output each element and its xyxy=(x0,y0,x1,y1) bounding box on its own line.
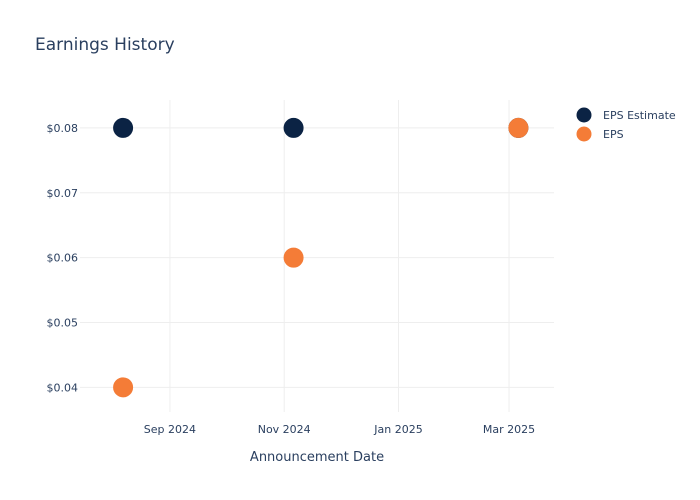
data-point[interactable] xyxy=(113,117,134,138)
x-tick-label: Mar 2025 xyxy=(483,423,535,436)
x-tick-label: Nov 2024 xyxy=(258,423,311,436)
series-1 xyxy=(113,117,529,398)
chart-title: Earnings History xyxy=(35,35,175,55)
legend[interactable]: EPS Estimate EPS xyxy=(576,107,676,142)
y-tick-label: $0.07 xyxy=(47,187,79,200)
legend-label: EPS Estimate xyxy=(603,109,676,122)
grid xyxy=(80,100,554,412)
x-axis-ticks: Sep 2024 Nov 2024 Jan 2025 Mar 2025 xyxy=(144,423,535,436)
data-point[interactable] xyxy=(508,117,529,138)
data-point[interactable] xyxy=(113,377,134,398)
legend-item[interactable]: EPS xyxy=(576,126,624,142)
y-tick-label: $0.04 xyxy=(47,381,79,394)
legend-marker xyxy=(576,107,592,123)
y-axis-ticks: $0.08 $0.07 $0.06 $0.05 $0.04 xyxy=(47,122,79,394)
data-point[interactable] xyxy=(283,247,304,268)
x-tick-label: Jan 2025 xyxy=(373,423,422,436)
legend-label: EPS xyxy=(603,128,624,141)
data-points xyxy=(113,117,529,398)
legend-item[interactable]: EPS Estimate xyxy=(576,107,676,123)
x-tick-label: Sep 2024 xyxy=(144,423,196,436)
legend-marker xyxy=(576,126,592,142)
y-tick-label: $0.06 xyxy=(47,252,79,265)
y-tick-label: $0.05 xyxy=(47,316,79,329)
x-axis-title: Announcement Date xyxy=(250,450,384,465)
y-tick-label: $0.08 xyxy=(47,122,79,135)
data-point[interactable] xyxy=(283,117,304,138)
